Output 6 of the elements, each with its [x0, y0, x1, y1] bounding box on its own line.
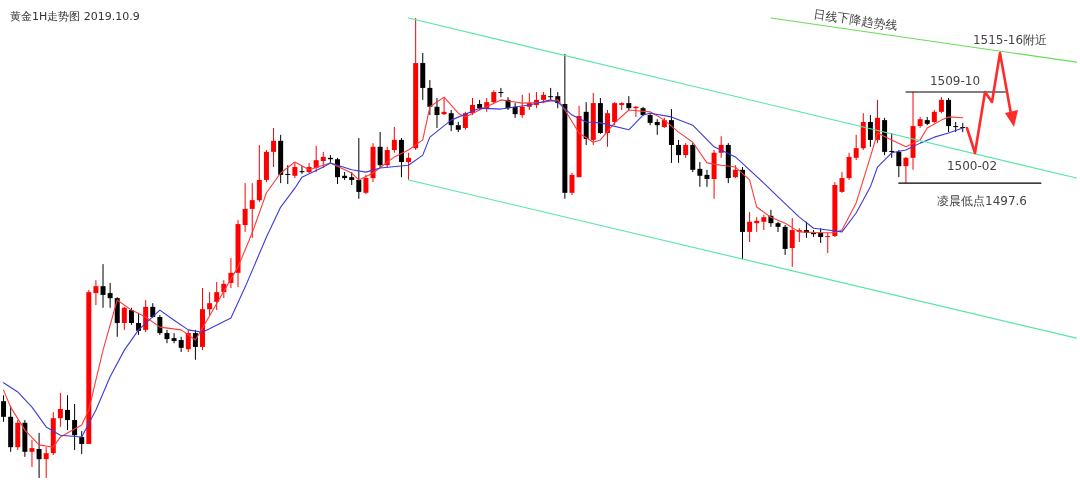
annotation: 1515-16附近 [972, 32, 1048, 47]
annotation: 1509-10 [929, 74, 981, 89]
annotation: 1500-02 [946, 158, 998, 173]
annotation: 凌晨低点1497.6 [937, 194, 1027, 209]
annotation: 日线下降趋势线 [813, 7, 899, 33]
title: 黄金1H走势图 2019.10.9 [10, 10, 140, 23]
